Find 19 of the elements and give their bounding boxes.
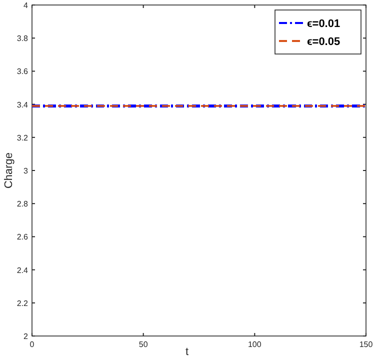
y-tick-label: 2 [24,332,29,341]
y-tick-label: 4 [24,1,29,10]
y-tick-label: 2.8 [16,200,29,209]
y-tick-label: 2.4 [16,266,29,275]
x-tick-label: 0 [30,340,35,349]
y-tick-label: 3.8 [16,34,29,44]
y-tick-label: 3.4 [16,100,29,110]
y-axis-title: Charge [3,152,15,189]
y-tick-label: 2.2 [16,298,29,308]
x-tick-label: 150 [359,340,374,349]
y-tick-label: 2.6 [16,232,29,242]
y-tick-label: 3 [24,166,29,176]
legend-label: ϵ=0.01 [307,18,340,30]
x-axis-title: t [185,346,189,357]
x-tick-label: 50 [138,340,148,349]
x-tick-label: 100 [248,340,262,349]
y-tick-label: 3.2 [16,133,29,142]
legend-label: ϵ=0.05 [307,36,340,48]
y-tick-label: 3.6 [16,67,29,76]
